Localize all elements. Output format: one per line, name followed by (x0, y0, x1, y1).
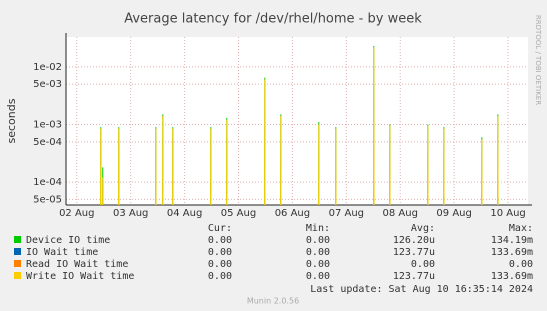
y-tick-label: 1e-03 (33, 119, 62, 130)
x-tick-label: 07 Aug (329, 208, 364, 219)
legend-swatch (14, 248, 21, 255)
x-tick-label: 09 Aug (436, 208, 471, 219)
last-update: Last update: Sat Aug 10 16:35:14 2024 (310, 284, 533, 295)
side-note: RRDTOOL / TOBI OETIKER (534, 15, 542, 105)
y-tick-label: 5e-03 (33, 79, 62, 90)
legend-stat: 133.69m (491, 271, 533, 282)
legend-stat: 0.00 (306, 247, 330, 258)
legend-stat: 133.69m (491, 247, 533, 258)
x-tick-label: 05 Aug (221, 208, 256, 219)
x-tick-label: 06 Aug (275, 208, 310, 219)
chart-title: Average latency for /dev/rhel/home - by … (124, 12, 422, 27)
y-tick-label: 1e-04 (33, 177, 62, 188)
legend-stat: 0.00 (306, 271, 330, 282)
legend-header: Min: (306, 223, 330, 234)
legend-stat: 0.00 (208, 247, 232, 258)
x-tick-label: 10 Aug (490, 208, 525, 219)
legend-label: IO Wait time (26, 247, 98, 258)
legend-stat: 126.20u (393, 235, 435, 246)
legend-stat: 0.00 (208, 235, 232, 246)
legend-header: Cur: (208, 223, 232, 234)
footer: Munin 2.0.56 (247, 297, 299, 306)
legend-stat: 123.77u (393, 247, 435, 258)
plot-area (66, 37, 528, 205)
y-tick-label: 5e-04 (33, 137, 62, 148)
legend-stat: 0.00 (411, 259, 435, 270)
legend-label: Write IO Wait time (26, 271, 134, 282)
y-axis-label: seconds (5, 98, 18, 143)
x-tick-label: 04 Aug (167, 208, 202, 219)
legend-header: Max: (509, 223, 533, 234)
x-tick-label: 08 Aug (383, 208, 418, 219)
legend-swatch (14, 236, 21, 243)
legend-stat: 123.77u (393, 271, 435, 282)
legend-stat: 0.00 (509, 259, 533, 270)
legend-stat: 0.00 (208, 271, 232, 282)
x-tick-label: 02 Aug (59, 208, 94, 219)
legend-label: Device IO time (26, 235, 110, 246)
legend-stat: 0.00 (306, 259, 330, 270)
legend-label: Read IO Wait time (26, 259, 128, 270)
legend-swatch (14, 272, 21, 279)
legend-header: Avg: (411, 223, 435, 234)
legend-swatch (14, 260, 21, 267)
x-tick-label: 03 Aug (113, 208, 148, 219)
legend-stat: 0.00 (306, 235, 330, 246)
y-tick-label: 1e-02 (33, 62, 62, 73)
legend-stat: 0.00 (208, 259, 232, 270)
legend-stat: 134.19m (491, 235, 533, 246)
y-tick-label: 5e-05 (33, 194, 62, 205)
